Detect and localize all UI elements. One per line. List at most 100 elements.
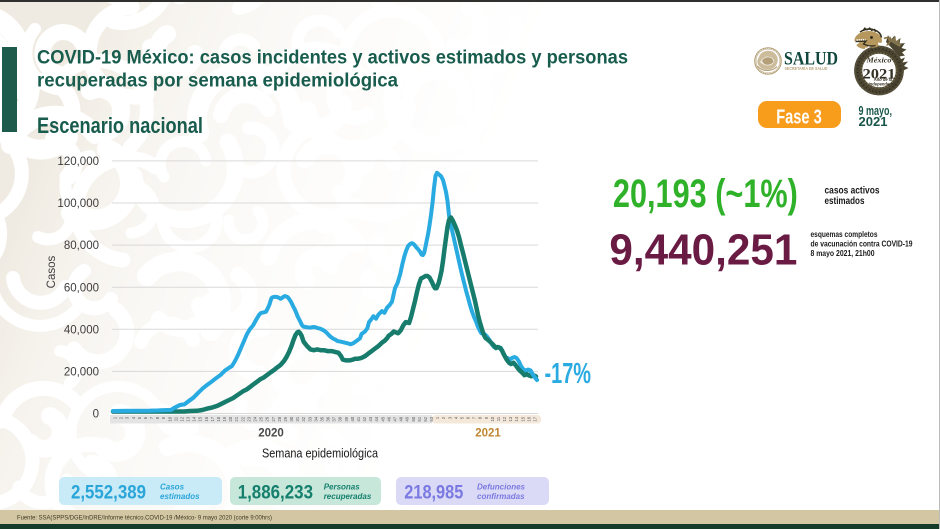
svg-text:0: 0 [93, 409, 99, 421]
svg-text:19: 19 [222, 416, 227, 421]
svg-text:Año de la: Año de la [873, 77, 893, 82]
svg-text:9 mayo,: 9 mayo, [859, 103, 893, 118]
svg-text:14: 14 [192, 416, 197, 421]
svg-text:27: 27 [271, 416, 276, 421]
svg-text:6: 6 [466, 416, 471, 419]
svg-text:Personas: Personas [324, 482, 361, 491]
svg-text:7: 7 [472, 416, 477, 419]
svg-text:36: 36 [326, 416, 331, 421]
svg-text:51: 51 [417, 416, 422, 421]
svg-text:30: 30 [289, 416, 294, 421]
svg-text:1: 1 [435, 416, 440, 419]
svg-text:2020: 2020 [258, 428, 284, 440]
svg-text:37: 37 [332, 416, 337, 421]
svg-text:46: 46 [386, 416, 391, 421]
svg-text:10: 10 [490, 416, 495, 421]
svg-text:49: 49 [405, 416, 410, 421]
svg-text:Defunciones: Defunciones [477, 482, 526, 491]
svg-text:3: 3 [125, 416, 130, 419]
svg-text:52: 52 [423, 416, 428, 421]
svg-text:31: 31 [295, 416, 300, 421]
svg-text:Independencia: Independencia [869, 81, 898, 86]
svg-text:9: 9 [484, 416, 489, 419]
svg-text:29: 29 [283, 416, 288, 421]
svg-text:15: 15 [520, 416, 525, 421]
svg-text:80,000: 80,000 [64, 240, 99, 252]
svg-text:8 mayo 2021, 21h00: 8 mayo 2021, 21h00 [811, 248, 875, 258]
svg-text:16: 16 [526, 416, 531, 421]
svg-text:44: 44 [374, 416, 379, 421]
svg-text:Casos: Casos [46, 255, 58, 288]
svg-text:18: 18 [216, 416, 221, 421]
svg-text:5: 5 [460, 416, 465, 419]
svg-text:22: 22 [240, 416, 245, 421]
svg-text:33: 33 [307, 416, 312, 421]
svg-text:7: 7 [149, 416, 154, 419]
svg-text:casos activos: casos activos [825, 184, 880, 196]
svg-text:53: 53 [429, 416, 434, 421]
svg-text:32: 32 [301, 416, 306, 421]
svg-text:confirmadas: confirmadas [477, 492, 525, 501]
svg-text:-17%: -17% [545, 358, 592, 390]
svg-text:10: 10 [167, 416, 172, 421]
svg-text:SALUD: SALUD [784, 50, 838, 70]
svg-text:Fuente: SSA(SPPS/DGE/InDRE/Inf: Fuente: SSA(SPPS/DGE/InDRE/Informe técni… [17, 514, 272, 521]
svg-text:20,193 (~1%): 20,193 (~1%) [613, 172, 798, 216]
svg-text:28: 28 [277, 416, 282, 421]
svg-text:4: 4 [131, 416, 136, 419]
svg-text:3: 3 [447, 416, 452, 419]
svg-text:38: 38 [338, 416, 343, 421]
svg-text:12: 12 [502, 416, 507, 421]
svg-text:6: 6 [143, 416, 148, 419]
svg-text:COVID-19 México: casos inciden: COVID-19 México: casos incidentes y acti… [37, 47, 628, 69]
svg-text:11: 11 [496, 416, 501, 421]
svg-text:21: 21 [234, 416, 239, 421]
svg-text:11: 11 [173, 416, 178, 421]
svg-text:estimados: estimados [825, 195, 865, 207]
svg-text:9: 9 [161, 416, 166, 419]
svg-text:47: 47 [393, 416, 398, 421]
svg-text:13: 13 [508, 416, 513, 421]
svg-text:41: 41 [356, 416, 361, 421]
svg-text:5: 5 [137, 416, 142, 419]
svg-text:de vacunación contra COVID-19: de vacunación contra COVID-19 [811, 239, 913, 249]
svg-text:15: 15 [198, 416, 203, 421]
svg-text:35: 35 [320, 416, 325, 421]
svg-text:17: 17 [533, 416, 538, 421]
svg-text:218,985: 218,985 [404, 481, 463, 503]
svg-text:2021: 2021 [863, 67, 896, 83]
svg-text:23: 23 [246, 416, 251, 421]
svg-text:45: 45 [380, 416, 385, 421]
svg-text:recuperadas por semana epidemi: recuperadas por semana epidemiológica [37, 70, 398, 92]
svg-text:Semana epidemiológica: Semana epidemiológica [262, 447, 378, 461]
svg-text:estimados: estimados [160, 492, 200, 501]
svg-text:17: 17 [210, 416, 215, 421]
svg-text:25: 25 [259, 416, 264, 421]
svg-text:2021: 2021 [475, 428, 501, 440]
svg-text:1: 1 [113, 416, 118, 419]
svg-text:1,886,233: 1,886,233 [238, 481, 313, 503]
svg-text:39: 39 [344, 416, 349, 421]
svg-text:100,000: 100,000 [57, 198, 99, 210]
svg-text:México: México [865, 56, 891, 65]
svg-text:recuperadas: recuperadas [324, 492, 372, 501]
svg-text:Casos: Casos [160, 482, 185, 491]
svg-text:40: 40 [350, 416, 355, 421]
svg-text:2: 2 [119, 416, 124, 419]
svg-text:SECRETARÍA DE SALUD: SECRETARÍA DE SALUD [785, 66, 828, 71]
svg-text:43: 43 [368, 416, 373, 421]
svg-text:50: 50 [411, 416, 416, 421]
svg-text:Escenario nacional: Escenario nacional [37, 113, 203, 138]
svg-text:14: 14 [514, 416, 519, 421]
svg-text:8: 8 [155, 416, 160, 419]
svg-text:20: 20 [228, 416, 233, 421]
svg-text:16: 16 [204, 416, 209, 421]
svg-text:40,000: 40,000 [64, 324, 99, 336]
svg-text:12: 12 [180, 416, 185, 421]
svg-text:2021: 2021 [859, 114, 888, 129]
svg-text:8: 8 [478, 416, 483, 419]
svg-text:26: 26 [265, 416, 270, 421]
svg-text:esquemas completos: esquemas completos [811, 229, 878, 239]
svg-text:48: 48 [399, 416, 404, 421]
svg-text:34: 34 [313, 416, 318, 421]
